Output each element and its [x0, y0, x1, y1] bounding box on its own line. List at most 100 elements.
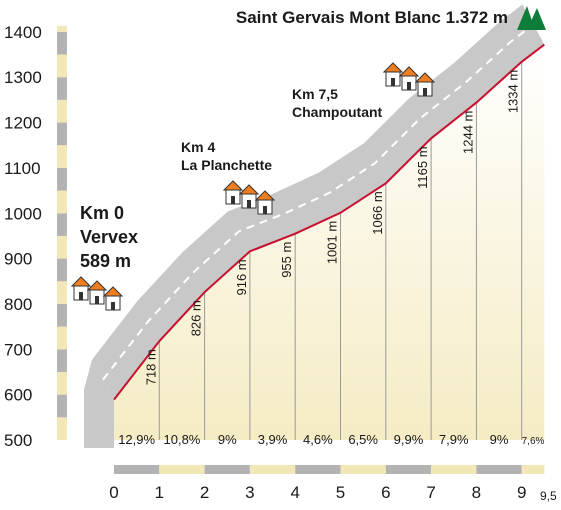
- house-icon: [87, 280, 107, 305]
- gradient-labels: 12,9% 10,8% 9% 3,9% 4,6% 6,5% 9,9% 7,9% 9% 7,6%: [118, 432, 544, 447]
- y-band: [57, 145, 67, 168]
- y-band: [57, 235, 67, 259]
- y-band: [57, 349, 67, 372]
- elevation-label: 955 m: [279, 242, 294, 278]
- vertical-gridlines: [158, 61, 523, 440]
- y-band: [57, 417, 67, 440]
- road-ribbon: [84, 4, 545, 448]
- y-tick-label: 500: [4, 431, 32, 450]
- elevation-label: 1244 m: [460, 111, 475, 154]
- y-band: [57, 326, 67, 350]
- x-tick-labels: 0 1 2 3 4 5 6 7 8 9 9,5: [109, 483, 557, 503]
- elevation-label: 916 m: [234, 259, 249, 295]
- x-band: [431, 465, 477, 474]
- y-tick-label: 1400: [4, 23, 42, 42]
- elevation-label: 1165 m: [415, 146, 430, 188]
- y-band: [57, 190, 67, 214]
- gradient-label: 6,5%: [348, 432, 378, 447]
- y-axis-bands: [57, 25, 67, 440]
- village-icon: [71, 276, 123, 311]
- annotation-line: Km 7,5: [292, 86, 338, 102]
- x-tick-label: 4: [290, 483, 299, 502]
- house-icon: [223, 180, 243, 205]
- y-tick-label: 900: [4, 250, 32, 269]
- y-tick-label: 700: [4, 340, 32, 359]
- elevation-label: 1334 m: [506, 70, 521, 113]
- annotation-line: Champoutant: [292, 104, 383, 120]
- y-tick-label: 1300: [4, 68, 42, 87]
- gradient-label: 9,9%: [394, 432, 424, 447]
- annotations: Km 0 Vervex 589 m Km 4 La Planchette Km 7,5 Ch…: [80, 86, 383, 271]
- gradient-label: 7,9%: [439, 432, 469, 447]
- profile-fill: [114, 44, 545, 440]
- gradient-label: 9%: [490, 432, 509, 447]
- x-tick-label: 1: [155, 483, 164, 502]
- y-band: [57, 371, 67, 395]
- y-band: [57, 77, 67, 100]
- chart-title: Saint Gervais Mont Blanc 1.372 m: [236, 8, 508, 27]
- road-centerline: [102, 23, 534, 381]
- y-band: [57, 31, 67, 55]
- village-icon: [383, 62, 435, 97]
- elevation-labels: 718 m 826 m 916 m 955 m 1001 m 1066 m 1165 m 12…: [143, 70, 520, 385]
- x-tick-label: 6: [381, 483, 390, 502]
- house-icon: [383, 62, 403, 87]
- house-icon: [399, 66, 419, 91]
- gradient-label: 12,9%: [118, 432, 155, 447]
- profile-line: [113, 43, 545, 401]
- y-band: [57, 394, 67, 418]
- y-band: [57, 258, 67, 282]
- gradient-label: 9%: [218, 432, 237, 447]
- y-band: [57, 167, 67, 191]
- y-band: [57, 25, 67, 32]
- elevation-label: 718 m: [143, 349, 158, 385]
- elevation-label: 1066 m: [370, 191, 385, 234]
- x-band: [521, 465, 545, 474]
- x-band: [385, 465, 432, 474]
- x-tick-label: 2: [200, 483, 209, 502]
- y-band: [57, 281, 67, 304]
- x-band: [204, 465, 250, 474]
- x-tick-label: 0: [109, 483, 118, 502]
- elevation-label: 826 m: [189, 300, 204, 336]
- profile-area: [114, 44, 545, 440]
- y-tick-label: 600: [4, 386, 32, 405]
- house-icon: [239, 184, 259, 209]
- road-surface: [92, 4, 545, 400]
- x-tick-label: 3: [245, 483, 254, 502]
- x-tick-label: 8: [472, 483, 481, 502]
- annotation-line: 589 m: [80, 251, 131, 271]
- x-band: [114, 465, 160, 474]
- gradient-label: 4,6%: [303, 432, 333, 447]
- y-band: [57, 54, 67, 78]
- annotation-line: Vervex: [80, 227, 138, 247]
- y-tick-label: 1100: [4, 159, 41, 178]
- y-tick-label: 1200: [4, 114, 42, 133]
- y-band: [57, 122, 67, 146]
- y-band: [57, 303, 67, 327]
- x-band: [476, 465, 522, 474]
- x-tick-label: 5: [336, 483, 345, 502]
- gradient-label: 10,8%: [164, 432, 201, 447]
- x-band: [159, 465, 205, 474]
- y-tick-label: 800: [4, 295, 32, 314]
- y-tick-label: 1000: [4, 204, 42, 223]
- profile-series-line: [113, 43, 545, 401]
- x-axis-bands: [114, 465, 545, 474]
- annotation-line: La Planchette: [181, 157, 272, 173]
- x-tick-label: 9,5: [540, 489, 557, 503]
- x-band: [340, 465, 386, 474]
- x-tick-label: 9: [517, 483, 526, 502]
- annotation-line: Km 0: [80, 203, 124, 223]
- y-tick-labels: 500 600 700 800 900 1000 1100 1200 1300 1400: [4, 23, 42, 450]
- gradient-label: 3,9%: [258, 432, 288, 447]
- mountain-icon: [517, 6, 546, 30]
- x-band: [295, 465, 341, 474]
- y-band: [57, 213, 67, 236]
- road-side: [84, 359, 114, 448]
- gradient-label: 7,6%: [522, 436, 545, 447]
- house-icon: [71, 276, 91, 301]
- x-band: [249, 465, 296, 474]
- y-band: [57, 99, 67, 123]
